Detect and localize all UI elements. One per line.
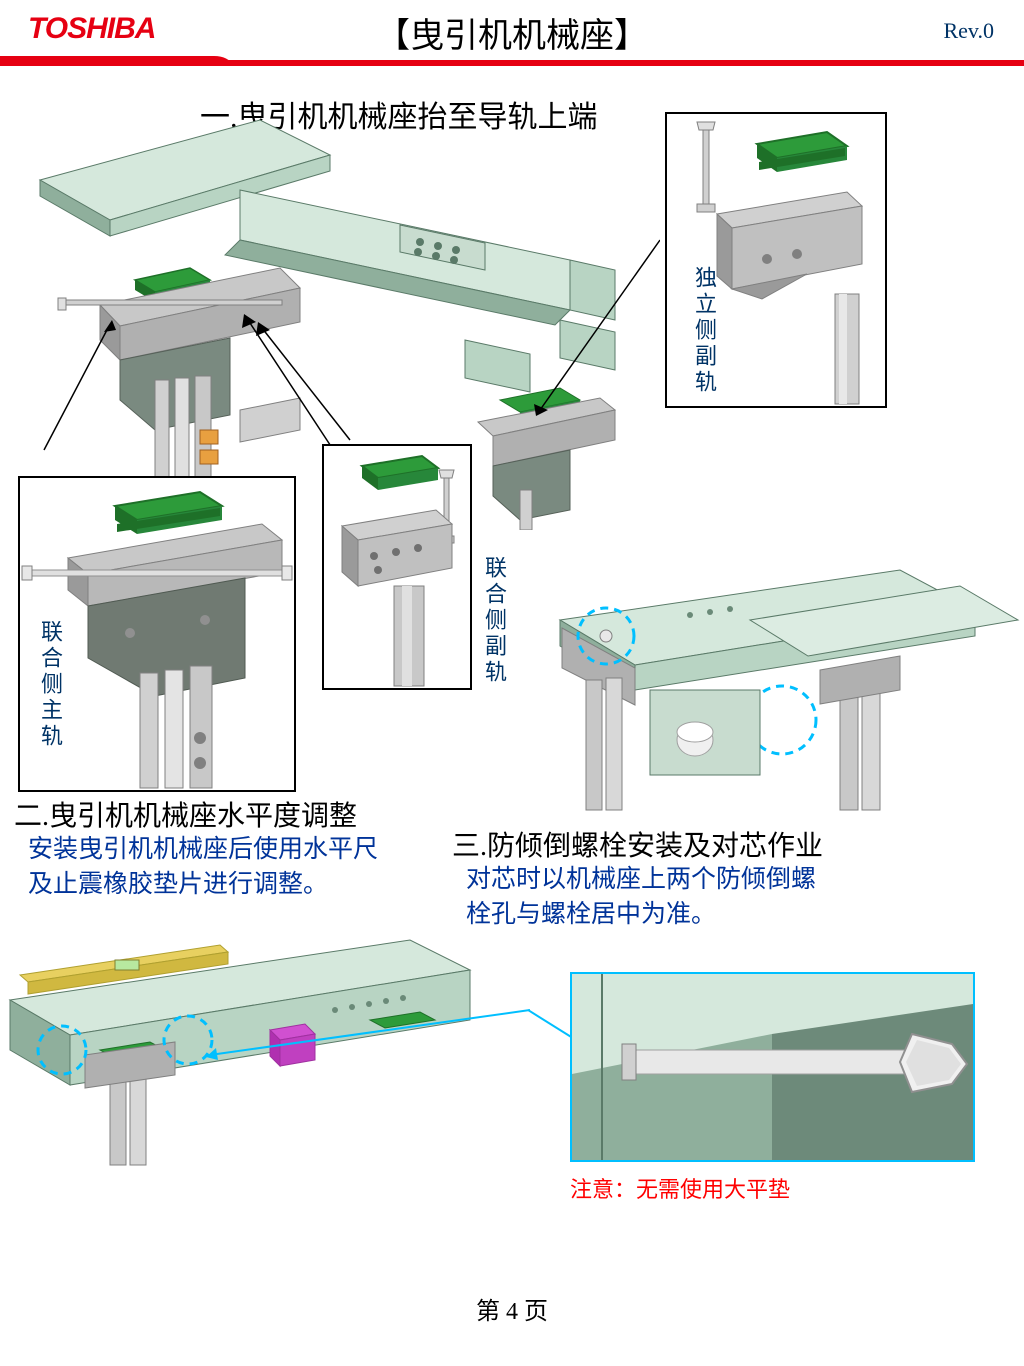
- anti-tilt-bolt-diagram: [520, 560, 1020, 820]
- header-divider: [0, 56, 1024, 70]
- header: TOSHIBA 【曳引机机械座】 Rev.0: [0, 0, 1024, 62]
- inset-bolt-detail: [570, 972, 975, 1162]
- leveling-diagram: [0, 920, 530, 1170]
- page-title: 【曳引机机械座】: [0, 8, 1024, 57]
- section-3-line-1: 对芯时以机械座上两个防倾倒螺: [466, 866, 816, 893]
- label-independent-side-rail: 独立侧副轨: [688, 266, 720, 396]
- section-2-line-1: 安装曳引机机械座后使用水平尺: [28, 836, 378, 863]
- section-2-title: 二.曳引机机械座水平度调整: [14, 794, 357, 834]
- page-number: 第 4 页: [0, 1291, 1024, 1326]
- revision-label: Rev.0: [943, 18, 994, 44]
- label-joint-side-main-rail: 联合侧主轨: [34, 620, 66, 750]
- section-2-body: 安装曳引机机械座后使用水平尺 及止震橡胶垫片进行调整。: [28, 832, 378, 902]
- label-joint-side-sub-rail: 联合侧副轨: [478, 556, 510, 686]
- warning-note: 注意：无需使用大平垫: [570, 1172, 790, 1204]
- section-2-line-2: 及止震橡胶垫片进行调整。: [28, 871, 328, 898]
- section-3-title: 三.防倾倒螺栓安装及对芯作业: [452, 824, 823, 864]
- inset-joint-sub-rail: [322, 444, 472, 690]
